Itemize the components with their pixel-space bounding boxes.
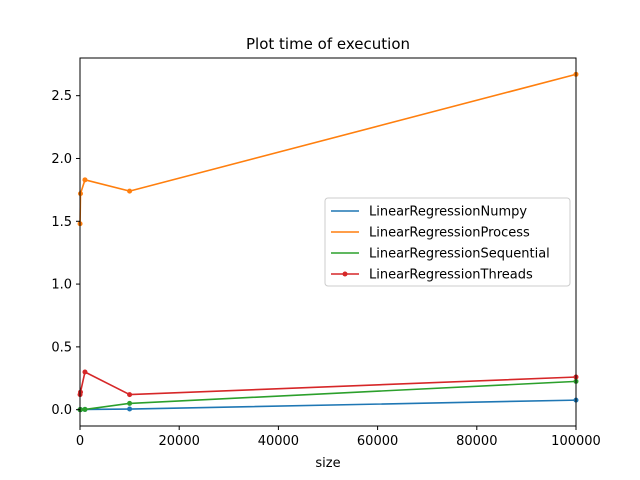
x-tick-label: 100000	[551, 434, 601, 449]
data-point	[82, 369, 88, 375]
y-tick-label: 0.0	[51, 403, 72, 418]
data-point	[82, 177, 88, 183]
legend-label: LinearRegressionThreads	[369, 268, 533, 283]
x-tick-label: 40000	[258, 434, 299, 449]
chart-title: Plot time of execution	[246, 35, 410, 53]
legend-entry: LinearRegressionNumpy	[331, 205, 527, 220]
data-point	[127, 400, 133, 406]
legend-label: LinearRegressionNumpy	[369, 205, 527, 220]
data-point	[127, 392, 133, 398]
legend-entry: LinearRegressionProcess	[331, 226, 530, 241]
legend-items: LinearRegressionNumpy LinearRegressionPro…	[331, 205, 550, 283]
y-axis-ticks: 0.0 0.5 1.0 1.5 2.0 2.5	[51, 89, 80, 418]
y-tick-label: 0.5	[51, 340, 72, 355]
data-point	[82, 406, 88, 412]
data-point	[127, 188, 133, 194]
y-tick-label: 2.5	[51, 89, 72, 104]
x-axis-ticks: 0 20000 40000 60000 80000 100000	[76, 426, 601, 449]
x-tick-label: 20000	[159, 434, 200, 449]
x-tick-label: 0	[76, 434, 84, 449]
y-tick-label: 2.0	[51, 152, 72, 167]
legend-entry: LinearRegressionThreads	[331, 268, 533, 283]
x-tick-label: 60000	[357, 434, 398, 449]
x-axis-label: size	[315, 456, 340, 471]
legend-label: LinearRegressionSequential	[369, 247, 550, 262]
plot-frame	[79, 57, 577, 427]
y-tick-label: 1.0	[51, 278, 72, 293]
legend-marker	[342, 271, 348, 277]
x-tick-label: 80000	[456, 434, 497, 449]
legend-label: LinearRegressionProcess	[369, 226, 530, 241]
legend-box	[324, 197, 571, 287]
data-point	[127, 406, 133, 412]
y-tick-label: 1.5	[51, 215, 72, 230]
legend: LinearRegressionNumpy LinearRegressionPro…	[324, 197, 571, 287]
legend-entry: LinearRegressionSequential	[331, 247, 550, 262]
